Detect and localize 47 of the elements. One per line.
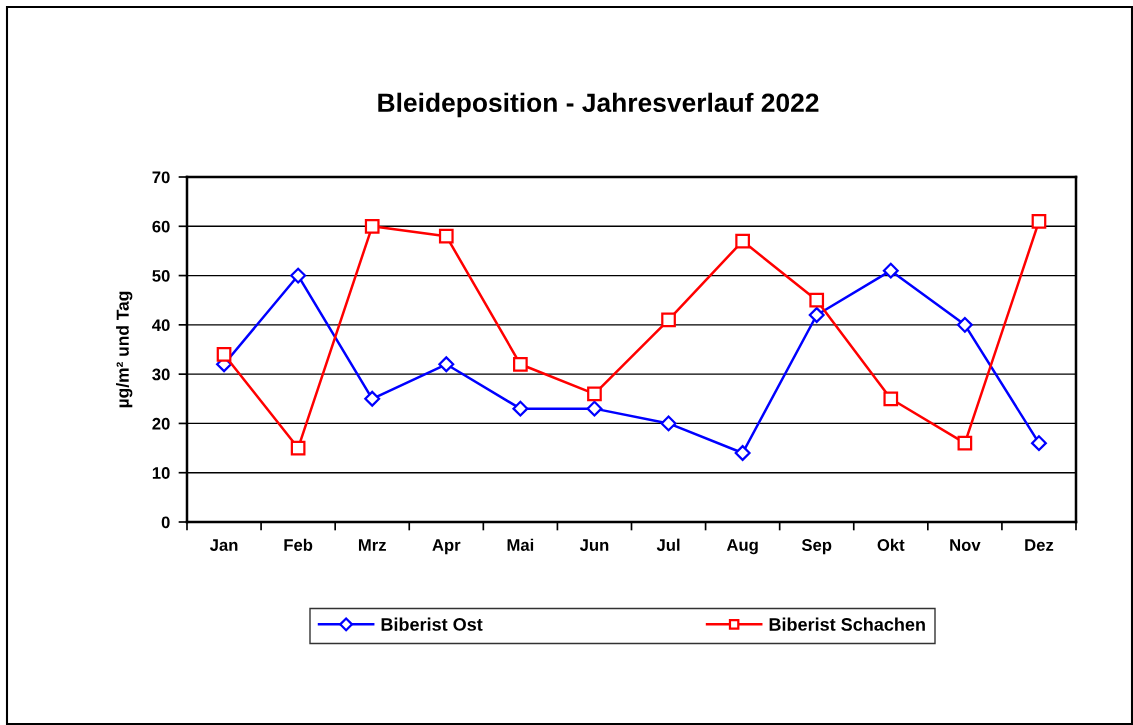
y-tick-label: 60 [152, 220, 170, 233]
chart-title: Bleideposition - Jahresverlauf 2022 [378, 92, 819, 118]
y-axis-title: µg/m² und Tag [116, 291, 133, 408]
point [364, 218, 380, 234]
point [1031, 214, 1047, 229]
y-tick-label: 50 [152, 269, 170, 282]
legend-label: Biberist Schachen [769, 617, 925, 631]
point [735, 233, 750, 249]
point [512, 400, 529, 417]
x-tick-label: Dez [1025, 539, 1054, 551]
x-tick-label: Jul [656, 538, 680, 551]
x-tick-label: Aug [726, 539, 758, 555]
point [216, 347, 232, 362]
x-tick-label: Mai [507, 538, 534, 551]
point [956, 316, 973, 333]
point [364, 390, 381, 407]
y-tick-label: 0 [161, 516, 170, 529]
legend-label: Biberist Ost [381, 617, 483, 631]
point [290, 440, 306, 456]
x-tick-label: Mrz [358, 539, 386, 551]
point [438, 228, 454, 244]
y-tick-label: 20 [152, 417, 170, 430]
y-tick-label: 30 [152, 368, 170, 381]
point [586, 400, 603, 417]
point [882, 262, 899, 279]
x-tick-label: Feb [284, 538, 313, 551]
point [438, 356, 455, 373]
point [661, 312, 676, 328]
point [957, 435, 973, 451]
y-tick-label: 40 [152, 319, 170, 332]
x-tick-label: Apr [432, 539, 461, 555]
point [660, 415, 677, 432]
point [290, 267, 307, 284]
point [587, 386, 602, 402]
point [1030, 435, 1047, 452]
point [809, 292, 825, 308]
point [808, 307, 825, 323]
y-tick-label: 70 [152, 171, 170, 184]
point [734, 445, 751, 461]
y-tick-label: 10 [152, 467, 170, 479]
x-tick-label: Okt [877, 538, 905, 551]
x-tick-label: Sep [801, 539, 832, 555]
x-tick-label: Nov [950, 539, 981, 551]
x-tick-label: Jun [579, 539, 609, 551]
x-tick-label: Jan [209, 539, 238, 551]
point [883, 391, 899, 407]
point [513, 356, 528, 372]
